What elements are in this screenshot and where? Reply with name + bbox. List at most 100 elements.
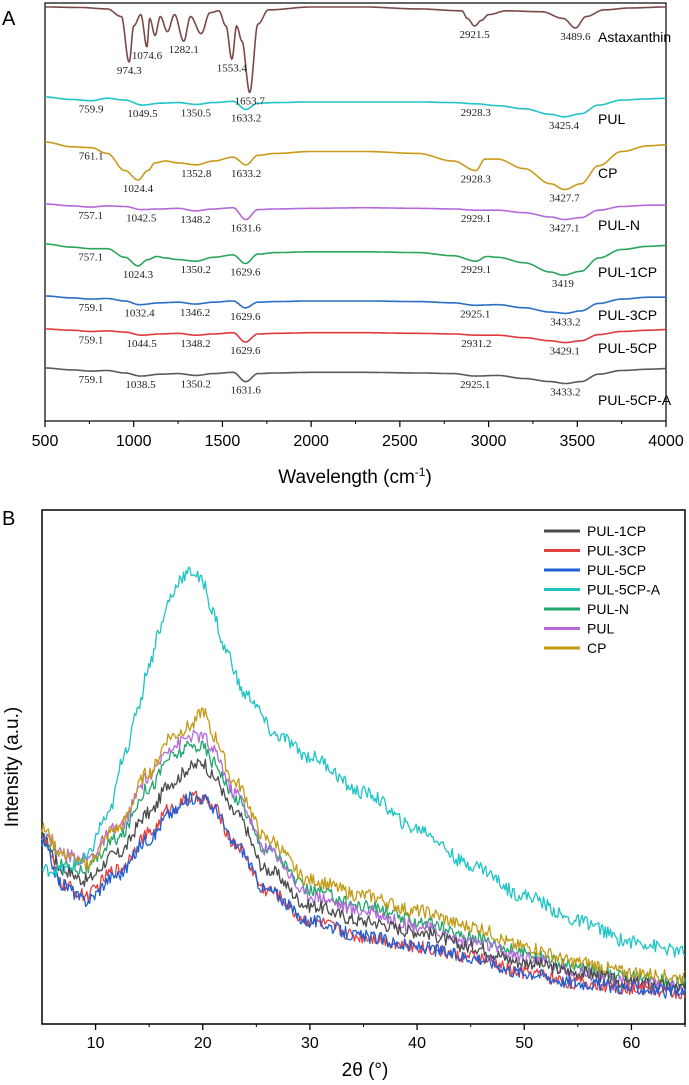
ftir-peak-label: 1049.5 — [127, 108, 158, 120]
xrd-x-tick-label: 40 — [408, 1035, 426, 1052]
xrd-x-tick-label: 30 — [301, 1035, 319, 1052]
ftir-peak-label: 2925.1 — [460, 308, 490, 320]
ftir-trace-pul-n — [45, 203, 666, 221]
ftir-x-axis-label-text: Wavelength (cm — [278, 467, 415, 488]
panel-label-a: A — [2, 8, 16, 30]
ftir-trace-label-pul-5cp: PUL-5CP — [598, 340, 657, 356]
ftir-peak-label: 1038.5 — [125, 379, 156, 391]
xrd-x-tick-label: 60 — [623, 1035, 641, 1052]
xrd-y-axis-label: Intensity (a.u.) — [2, 707, 23, 827]
ftir-peak-label: 759.9 — [79, 104, 104, 116]
ftir-peak-label: 2928.3 — [461, 174, 492, 186]
ftir-trace-label-cp: CP — [598, 165, 617, 181]
ftir-peak-label: 757.1 — [78, 252, 103, 264]
ftir-trace-label-pul-3cp: PUL-3CP — [598, 307, 657, 323]
ftir-peak-label: 1282.1 — [169, 44, 199, 56]
xrd-trace-pul-1cp — [41, 758, 686, 993]
ftir-x-axis-label-superscript: -1 — [415, 465, 426, 479]
ftir-x-axis-label: Wavelength (cm-1) — [278, 465, 432, 488]
ftir-peak-label: 1629.6 — [230, 345, 261, 357]
ftir-peak-label: 1633.2 — [231, 112, 261, 124]
ftir-peak-label: 3425.4 — [549, 120, 580, 132]
legend-label-cp: CP — [587, 640, 606, 656]
ftir-peak-label: 2931.2 — [461, 338, 491, 350]
ftir-peak-label: 1631.6 — [231, 385, 262, 397]
ftir-peak-label: 1074.6 — [132, 50, 163, 62]
xrd-x-tick-label: 20 — [194, 1035, 212, 1052]
ftir-panel: A 974.3 1074.6 1282.1 1553.4 1653.7 2921.5 348… — [2, 2, 684, 488]
ftir-trace-pul-1cp — [45, 243, 666, 276]
legend-label-pul: PUL — [587, 621, 614, 637]
xrd-trace-cp — [41, 707, 686, 985]
xrd-trace-pul-n — [41, 740, 686, 990]
ftir-peak-label: 1348.2 — [180, 338, 210, 350]
ftir-peak-label: 1032.4 — [124, 308, 155, 320]
xrd-x-axis-label: 2θ (°) — [342, 1060, 389, 1081]
ftir-peak-label: 1629.6 — [230, 311, 261, 323]
ftir-peak-label: 3489.6 — [560, 31, 591, 43]
ftir-x-axis: 500 1000 1500 2000 2500 3000 3500 4000 — [32, 421, 684, 450]
xrd-x-tick-label: 50 — [515, 1035, 533, 1052]
ftir-trace-pul — [45, 96, 666, 118]
xrd-x-tick-label: 10 — [87, 1035, 105, 1052]
xrd-trace-pul-5cp — [41, 791, 686, 999]
ftir-peak-label: 1024.3 — [123, 269, 154, 281]
ftir-trace-pul-3cp — [45, 295, 666, 315]
ftir-trace-label-astaxanthin: Astaxanthin — [598, 29, 671, 45]
ftir-peak-label: 974.3 — [117, 65, 142, 77]
ftir-peak-label: 3427.7 — [549, 193, 580, 205]
ftir-x-tick-label: 4000 — [648, 433, 684, 450]
ftir-peak-label: 2928.3 — [461, 107, 492, 119]
ftir-peak-label: 1631.6 — [231, 223, 262, 235]
ftir-trace-label-pul-5cp-a: PUL-5CP-A — [598, 392, 672, 408]
ftir-peak-label: 1024.4 — [123, 183, 154, 195]
ftir-trace-label-pul-n: PUL-N — [598, 217, 640, 233]
legend-label-pul-3cp: PUL-3CP — [587, 543, 646, 559]
ftir-peak-label: 1350.2 — [181, 264, 211, 276]
ftir-peak-label: 2925.1 — [460, 379, 490, 391]
legend-label-pul-n: PUL-N — [587, 601, 629, 617]
ftir-peak-label: 1352.8 — [181, 168, 212, 180]
ftir-x-tick-label: 2000 — [293, 433, 329, 450]
ftir-x-tick-label: 1000 — [116, 433, 152, 450]
ftir-peak-label: 1044.5 — [126, 338, 157, 350]
ftir-peak-label: 1348.2 — [180, 214, 210, 226]
ftir-peak-label: 1553.4 — [217, 62, 248, 74]
ftir-peak-label: 1629.6 — [230, 267, 261, 279]
ftir-peak-label: 3433.2 — [550, 316, 580, 328]
ftir-peak-label: 2921.5 — [459, 29, 490, 41]
ftir-peak-label: 2929.1 — [461, 213, 491, 225]
ftir-peak-label: 757.1 — [78, 210, 103, 222]
xrd-panel: B 10 20 30 40 50 60 2θ (°) Intensity (a.u.) P… — [2, 508, 686, 1081]
ftir-x-tick-label: 3500 — [559, 433, 595, 450]
xrd-trace-pul-5cp-a — [41, 566, 686, 958]
ftir-x-axis-label-end: ) — [425, 467, 431, 488]
legend-label-pul-1cp: PUL-1CP — [587, 523, 646, 539]
xrd-trace-pul — [41, 729, 686, 996]
xrd-x-axis: 10 20 30 40 50 60 — [87, 1024, 686, 1052]
xrd-legend: PUL-1CP PUL-3CP PUL-5CP PUL-5CP-A PUL-N PUL CP — [544, 523, 661, 656]
ftir-x-tick-label: 2500 — [382, 433, 418, 450]
ftir-peak-label: 759.1 — [79, 374, 104, 386]
legend-label-pul-5cp: PUL-5CP — [587, 562, 646, 578]
ftir-trace-astaxanthin — [45, 6, 666, 94]
ftir-trace-label-pul-1cp: PUL-1CP — [598, 264, 657, 280]
ftir-peak-label: 1346.2 — [180, 307, 210, 319]
ftir-trace-pul-5cp-a — [45, 367, 666, 385]
ftir-peak-label: 3419 — [552, 278, 575, 290]
ftir-trace-label-pul: PUL — [598, 111, 625, 127]
ftir-peak-label: 1350.5 — [181, 107, 212, 119]
ftir-peak-label: 3427.1 — [549, 223, 579, 235]
ftir-x-tick-label: 3000 — [471, 433, 507, 450]
ftir-peak-label: 1653.7 — [235, 96, 266, 108]
ftir-peak-label: 759.1 — [79, 335, 104, 347]
ftir-peak-label: 3433.2 — [550, 387, 580, 399]
ftir-trace-pul-5cp — [45, 328, 666, 344]
ftir-peak-label: 1042.5 — [126, 213, 157, 225]
panel-label-b: B — [2, 508, 15, 530]
legend-label-pul-5cp-a: PUL-5CP-A — [587, 582, 661, 598]
ftir-x-tick-label: 1500 — [205, 433, 241, 450]
ftir-peak-label: 1633.2 — [231, 168, 261, 180]
